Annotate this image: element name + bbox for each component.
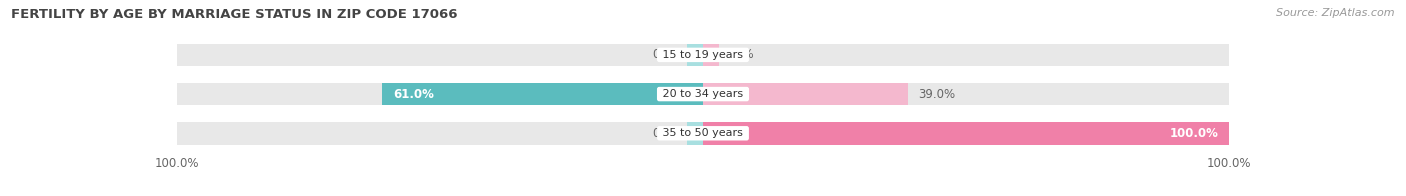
- Text: 20 to 34 years: 20 to 34 years: [659, 89, 747, 99]
- Text: 0.0%: 0.0%: [652, 127, 682, 140]
- Bar: [177, 44, 703, 66]
- Text: 0.0%: 0.0%: [724, 48, 754, 61]
- Bar: [382, 83, 703, 105]
- Text: 61.0%: 61.0%: [392, 88, 433, 101]
- Text: 35 to 50 years: 35 to 50 years: [659, 128, 747, 138]
- Bar: [703, 83, 1229, 105]
- Bar: [177, 83, 703, 105]
- Text: FERTILITY BY AGE BY MARRIAGE STATUS IN ZIP CODE 17066: FERTILITY BY AGE BY MARRIAGE STATUS IN Z…: [11, 8, 458, 21]
- Bar: [688, 44, 703, 66]
- Bar: [703, 83, 908, 105]
- Bar: [703, 44, 718, 66]
- Bar: [688, 122, 703, 145]
- Text: 100.0%: 100.0%: [1170, 127, 1218, 140]
- Bar: [703, 122, 1229, 145]
- Bar: [703, 122, 1229, 145]
- Text: 15 to 19 years: 15 to 19 years: [659, 50, 747, 60]
- Bar: [703, 44, 1229, 66]
- Text: 0.0%: 0.0%: [652, 48, 682, 61]
- Text: Source: ZipAtlas.com: Source: ZipAtlas.com: [1277, 8, 1395, 18]
- Text: 39.0%: 39.0%: [918, 88, 956, 101]
- Bar: [177, 122, 703, 145]
